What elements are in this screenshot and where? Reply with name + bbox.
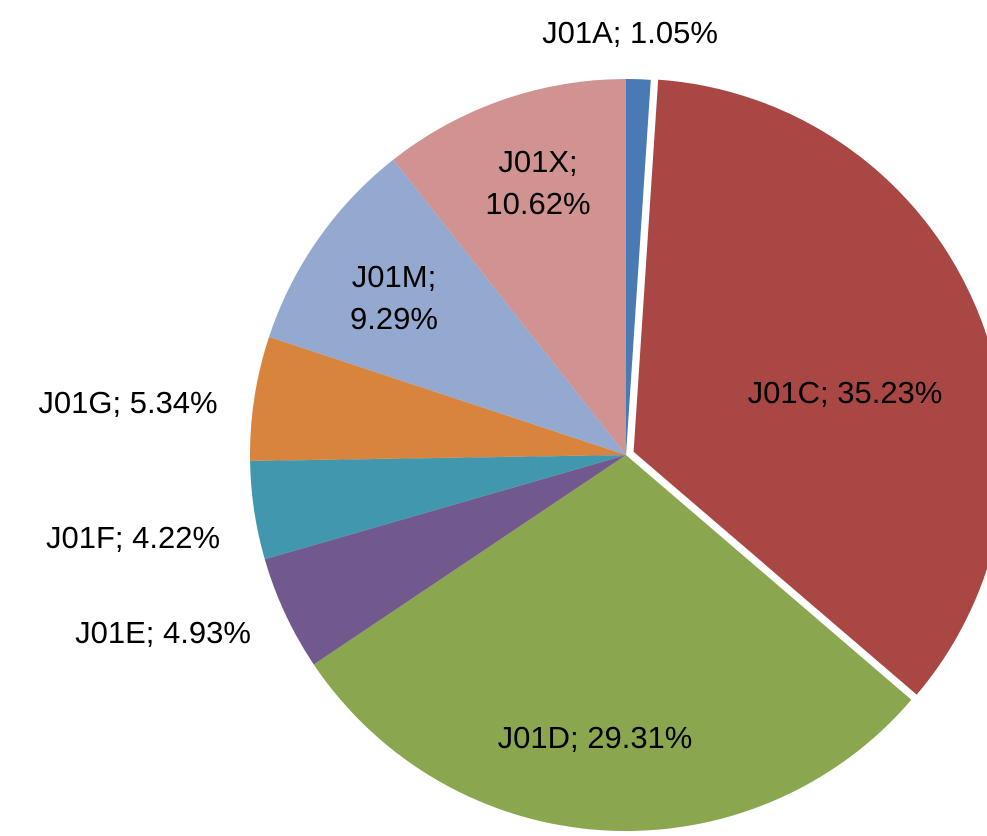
pie-slice	[264, 455, 626, 665]
data-label: J01C; 35.23%	[748, 375, 943, 410]
pie-slice	[626, 79, 651, 455]
pie-slice	[393, 79, 626, 455]
label-line: 10.62%	[485, 186, 590, 221]
label-line: J01X;	[498, 144, 577, 179]
label-line: J01M;	[352, 259, 436, 294]
data-label: J01X; 10.62%	[485, 144, 590, 221]
pie-slice	[250, 336, 627, 461]
data-label: J01A; 1.05%	[542, 15, 718, 50]
data-label: J01M; 9.29%	[350, 259, 438, 336]
pie-slice	[250, 455, 626, 560]
data-label: J01D; 29.31%	[498, 720, 693, 755]
label-line: 9.29%	[350, 301, 438, 336]
data-label: J01G; 5.34%	[38, 385, 217, 420]
pie-slice	[629, 75, 987, 701]
pie-slice	[269, 159, 626, 455]
pie-slice	[313, 455, 912, 831]
data-label: J01E; 4.93%	[75, 615, 251, 650]
data-label: J01F; 4.22%	[46, 520, 220, 555]
